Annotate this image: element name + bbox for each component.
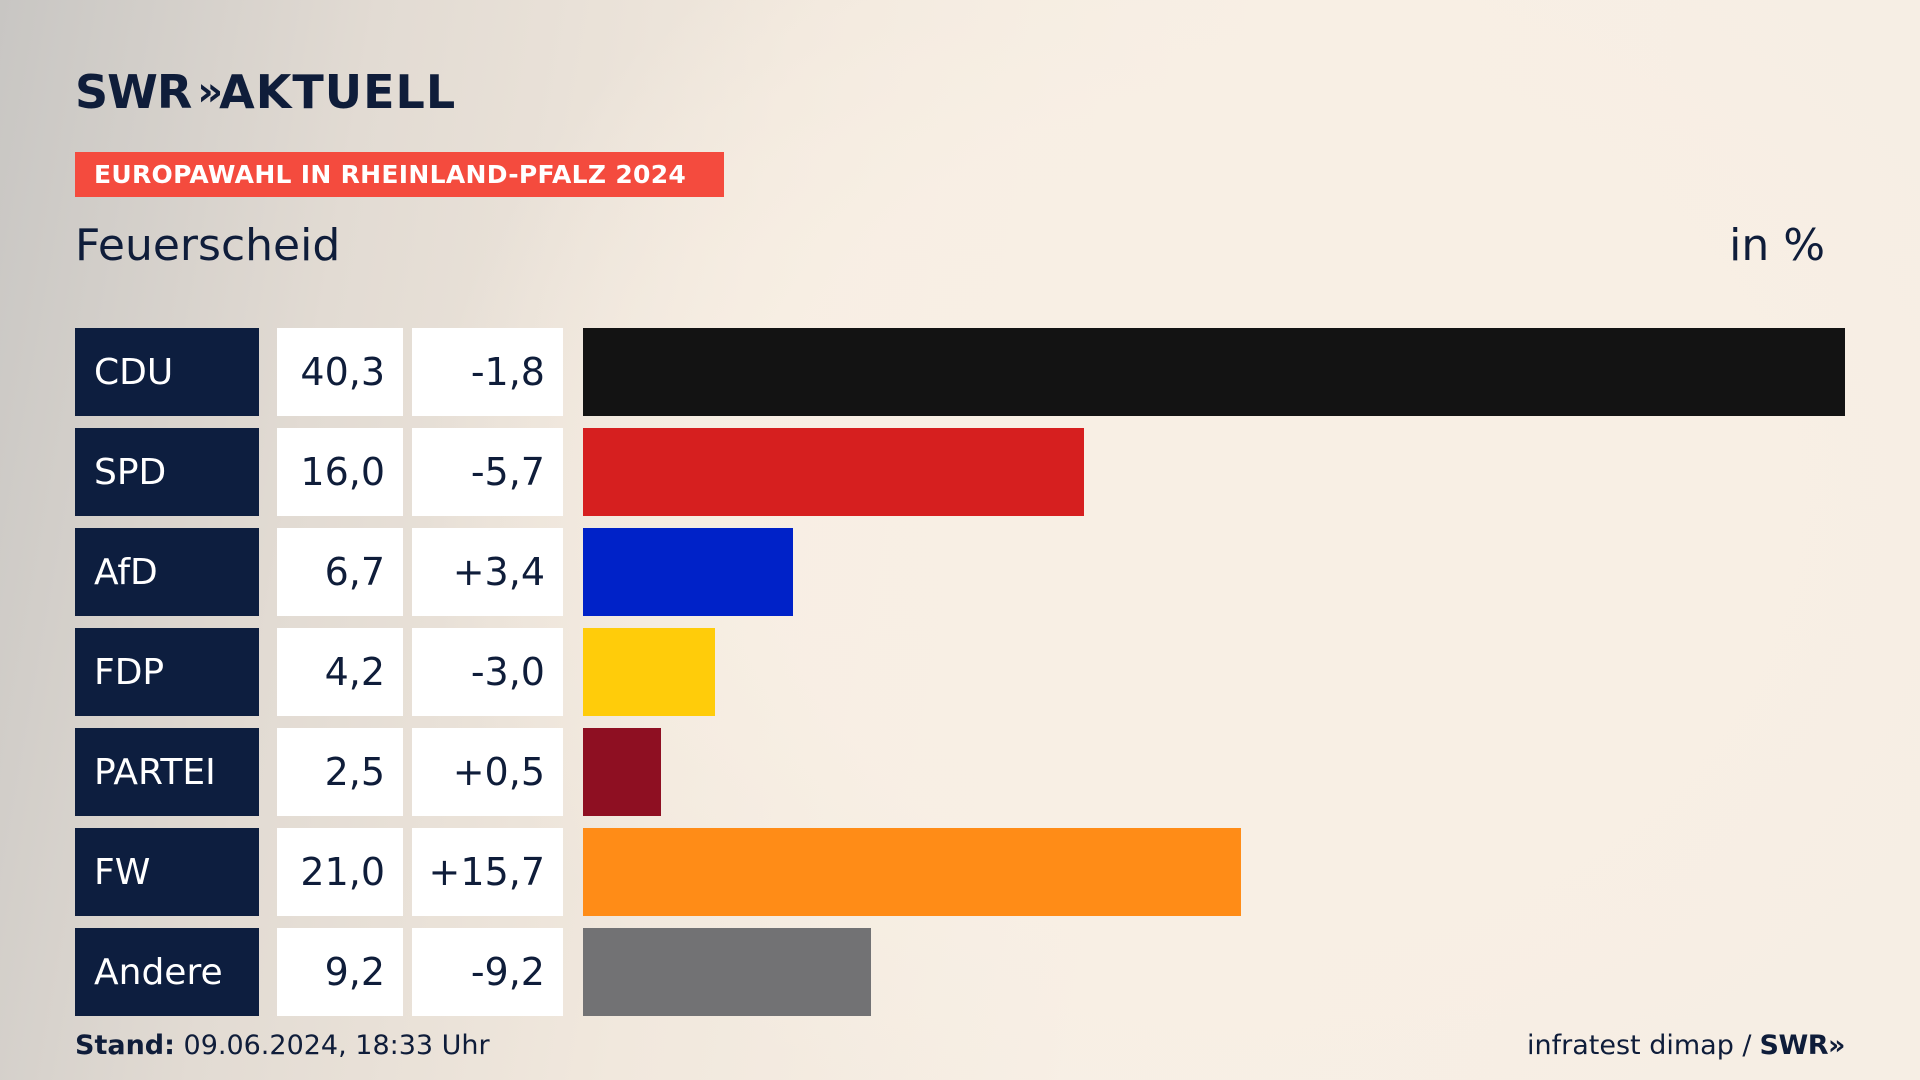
party-label: Andere	[75, 928, 259, 1016]
source-text: infratest dimap /	[1527, 1030, 1752, 1061]
logo-swr-text: SWR	[75, 65, 192, 119]
election-banner: EUROPAWAHL IN RHEINLAND-PFALZ 2024	[75, 152, 724, 197]
difference-label: -3,0	[412, 628, 563, 716]
swr-mini-logo: SWR»	[1759, 1030, 1846, 1061]
party-label: SPD	[75, 428, 259, 516]
difference-label: -9,2	[412, 928, 563, 1016]
party-label: CDU	[75, 328, 259, 416]
stand-value: 09.06.2024, 18:33 Uhr	[183, 1030, 490, 1061]
bar-afd	[583, 528, 793, 616]
party-label: AfD	[75, 528, 259, 616]
stand-label: Stand:	[75, 1030, 175, 1061]
vote-share-label: 21,0	[277, 828, 403, 916]
unit-label: in %	[1729, 220, 1825, 271]
result-row-cdu: CDU 40,3 -1,8	[75, 328, 1845, 416]
difference-label: +0,5	[412, 728, 563, 816]
vote-share-label: 6,7	[277, 528, 403, 616]
party-label: FDP	[75, 628, 259, 716]
vote-share-label: 16,0	[277, 428, 403, 516]
source-credit: infratest dimap / SWR»	[1527, 1030, 1845, 1061]
bar-andere	[583, 928, 871, 1016]
bar-spd	[583, 428, 1084, 516]
swr-aktuell-logo: SWR » AKTUELL	[75, 64, 456, 120]
bar-fdp	[583, 628, 715, 716]
party-label: FW	[75, 828, 259, 916]
logo-aktuell-text: AKTUELL	[219, 65, 457, 119]
timestamp: Stand: 09.06.2024, 18:33 Uhr	[75, 1030, 490, 1061]
result-row-fw: FW 21,0 +15,7	[75, 828, 1845, 916]
result-row-andere: Andere 9,2 -9,2	[75, 928, 1845, 1016]
vote-share-label: 40,3	[277, 328, 403, 416]
vote-share-label: 9,2	[277, 928, 403, 1016]
vote-share-label: 4,2	[277, 628, 403, 716]
difference-label: +15,7	[412, 828, 563, 916]
party-label: PARTEI	[75, 728, 259, 816]
logo-arrows-icon: »	[197, 69, 223, 115]
place-title: Feuerscheid	[75, 220, 341, 271]
result-row-spd: SPD 16,0 -5,7	[75, 428, 1845, 516]
vote-share-label: 2,5	[277, 728, 403, 816]
result-row-fdp: FDP 4,2 -3,0	[75, 628, 1845, 716]
bar-fw	[583, 828, 1241, 916]
bar-cdu	[583, 328, 1845, 416]
result-row-afd: AfD 6,7 +3,4	[75, 528, 1845, 616]
difference-label: +3,4	[412, 528, 563, 616]
difference-label: -5,7	[412, 428, 563, 516]
result-row-partei: PARTEI 2,5 +0,5	[75, 728, 1845, 816]
bar-partei	[583, 728, 661, 816]
difference-label: -1,8	[412, 328, 563, 416]
